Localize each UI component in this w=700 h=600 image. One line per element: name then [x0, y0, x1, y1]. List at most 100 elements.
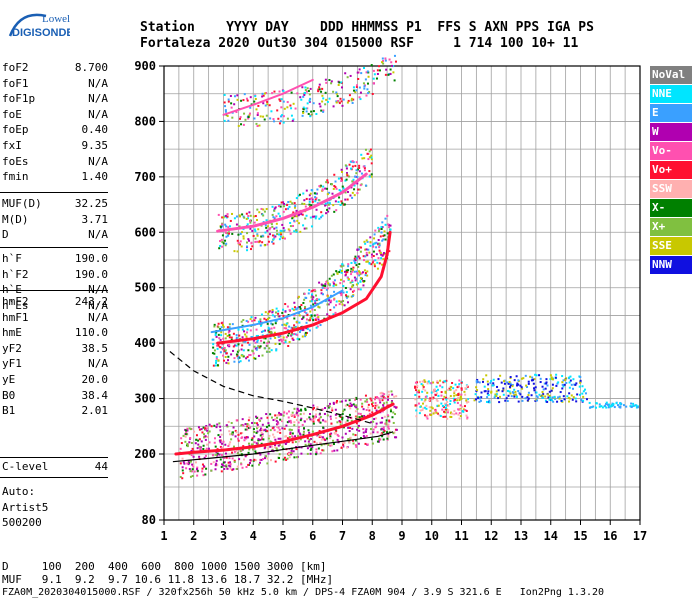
param-name: h`E	[2, 283, 22, 297]
echo-point	[246, 223, 249, 226]
echo-point	[359, 280, 362, 283]
echo-point	[262, 115, 265, 118]
echo-point	[357, 282, 360, 285]
echo-point	[253, 422, 256, 425]
echo-point	[323, 412, 326, 415]
x-tick-label: 14	[544, 529, 558, 543]
echo-point	[344, 198, 347, 201]
echo-point	[253, 319, 256, 322]
echo-point	[285, 412, 288, 415]
echo-point	[357, 442, 360, 445]
echo-point	[275, 348, 278, 351]
echo-point	[508, 390, 511, 393]
echo-point	[293, 333, 296, 336]
echo-point	[546, 393, 549, 396]
echo-point	[293, 407, 296, 410]
echo-point	[371, 411, 374, 414]
echo-point	[504, 399, 507, 402]
echo-point	[358, 166, 361, 169]
echo-point	[415, 389, 418, 392]
echo-point	[378, 242, 381, 245]
echo-point	[213, 441, 216, 444]
echo-point	[257, 354, 260, 357]
echo-point	[417, 389, 420, 392]
legend-item-ssw: SSW	[650, 180, 692, 198]
echo-point	[213, 325, 216, 328]
echo-point	[365, 248, 368, 251]
echo-point	[325, 280, 328, 283]
echo-point	[319, 441, 322, 444]
echo-point	[299, 438, 302, 441]
echo-point	[207, 432, 210, 435]
echo-point	[277, 426, 280, 429]
echo-point	[372, 431, 375, 434]
echo-point	[291, 119, 294, 122]
echo-point	[256, 334, 259, 337]
echo-point	[329, 435, 332, 438]
echo-point	[330, 299, 333, 302]
echo-point	[221, 343, 224, 346]
echo-point	[534, 386, 537, 389]
echo-point	[255, 108, 258, 111]
echo-point	[499, 374, 502, 377]
echo-point	[315, 294, 318, 297]
echo-point	[220, 238, 223, 241]
echo-point	[363, 87, 366, 90]
echo-point	[195, 434, 198, 437]
echo-point	[299, 413, 302, 416]
echo-point	[264, 446, 267, 449]
echo-point	[280, 98, 283, 101]
echo-point	[273, 326, 276, 329]
echo-point	[268, 316, 271, 319]
echo-point	[350, 267, 353, 270]
echo-point	[192, 455, 195, 458]
echo-point	[578, 393, 581, 396]
echo-point	[363, 167, 366, 170]
echo-point	[416, 391, 419, 394]
echo-point	[256, 442, 259, 445]
echo-point	[608, 403, 611, 406]
echo-point	[222, 337, 225, 340]
param-value: 190.0	[74, 267, 108, 281]
echo-point	[385, 68, 388, 71]
echo-point	[348, 405, 351, 408]
echo-point	[585, 398, 588, 401]
echo-point	[332, 281, 335, 284]
echo-point	[550, 377, 553, 380]
echo-point	[561, 387, 564, 390]
echo-point	[273, 234, 276, 237]
echo-point	[224, 332, 227, 335]
echo-point	[316, 188, 319, 191]
echo-point	[276, 416, 279, 419]
echo-point	[254, 237, 257, 240]
echo-point	[372, 250, 375, 253]
echo-point	[356, 428, 359, 431]
echo-point	[344, 294, 347, 297]
echo-point	[241, 328, 244, 331]
echo-point	[273, 90, 276, 93]
echo-point	[351, 285, 354, 288]
echo-point	[272, 118, 275, 121]
echo-point	[226, 335, 229, 338]
echo-point	[302, 224, 305, 227]
echo-point	[392, 65, 395, 68]
echo-point	[497, 397, 500, 400]
echo-point	[205, 426, 208, 429]
param-value: N/A	[88, 228, 108, 242]
echo-point	[387, 425, 390, 428]
echo-point	[535, 395, 538, 398]
echo-point	[353, 194, 356, 197]
echo-point	[348, 399, 351, 402]
echo-point	[630, 402, 633, 405]
echo-point	[190, 441, 193, 444]
echo-point	[336, 421, 339, 424]
echo-point	[338, 196, 341, 199]
echo-point	[307, 319, 310, 322]
echo-point	[500, 381, 503, 384]
echo-point	[349, 288, 352, 291]
echo-point	[252, 215, 255, 218]
echo-point	[221, 234, 224, 237]
echo-point	[250, 248, 253, 251]
echo-point	[382, 438, 385, 441]
echo-point	[354, 259, 357, 262]
